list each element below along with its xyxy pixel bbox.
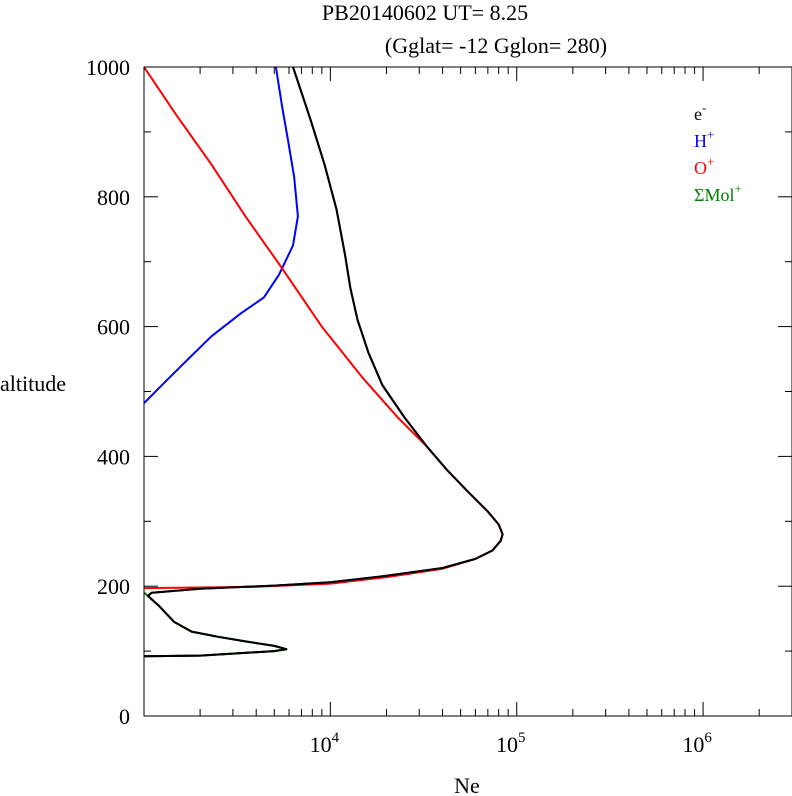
legend-entry-3: ΣMol+: [694, 181, 742, 205]
legend-sup: -: [702, 100, 706, 115]
x-tick-label: 106: [682, 730, 712, 757]
chart-title: PB20140602 UT= 8.25: [322, 0, 528, 25]
y-tick-label: 0: [119, 704, 130, 729]
legend-entry-2: O+: [694, 154, 714, 178]
y-tick-label: 1000: [86, 55, 130, 80]
y-tick-label: 600: [97, 315, 130, 340]
legend-sup: +: [707, 127, 714, 142]
x-tick-exponent: 5: [518, 730, 526, 746]
legend-sup: +: [707, 154, 714, 169]
plot-frame: [143, 66, 792, 717]
legend-entry-1: H+: [694, 127, 714, 151]
x-tick-base: 10: [310, 732, 332, 757]
chart-subtitle: (Gglat= -12 Gglon= 280): [385, 33, 607, 58]
x-tick-exponent: 4: [332, 730, 340, 746]
legend-name: H: [694, 131, 707, 151]
series-lines: [144, 67, 504, 658]
x-tick-label: 104: [310, 730, 340, 757]
legend-name: O: [694, 158, 707, 178]
series-line-0: [144, 67, 504, 658]
series-line-0-overlay: [144, 67, 504, 658]
y-tick-label: 200: [97, 574, 130, 599]
x-axis-label: Ne: [454, 773, 480, 796]
series-line-2: [144, 67, 504, 590]
series-line-3: [144, 591, 288, 658]
legend: e-H+O+ΣMol+: [694, 100, 742, 205]
x-tick-exponent: 6: [704, 730, 712, 746]
legend-sup: +: [734, 181, 741, 196]
x-tick-base: 10: [682, 732, 704, 757]
x-tick-base: 10: [496, 732, 518, 757]
x-tick-label: 105: [496, 730, 526, 757]
legend-name: ΣMol: [694, 185, 734, 205]
y-tick-label: 400: [97, 444, 130, 469]
y-axis-label: altitude: [0, 371, 66, 396]
y-tick-label: 800: [97, 185, 130, 210]
series-line-1: [144, 67, 299, 404]
legend-name: e: [694, 104, 702, 124]
legend-entry-0: e-: [694, 100, 706, 124]
